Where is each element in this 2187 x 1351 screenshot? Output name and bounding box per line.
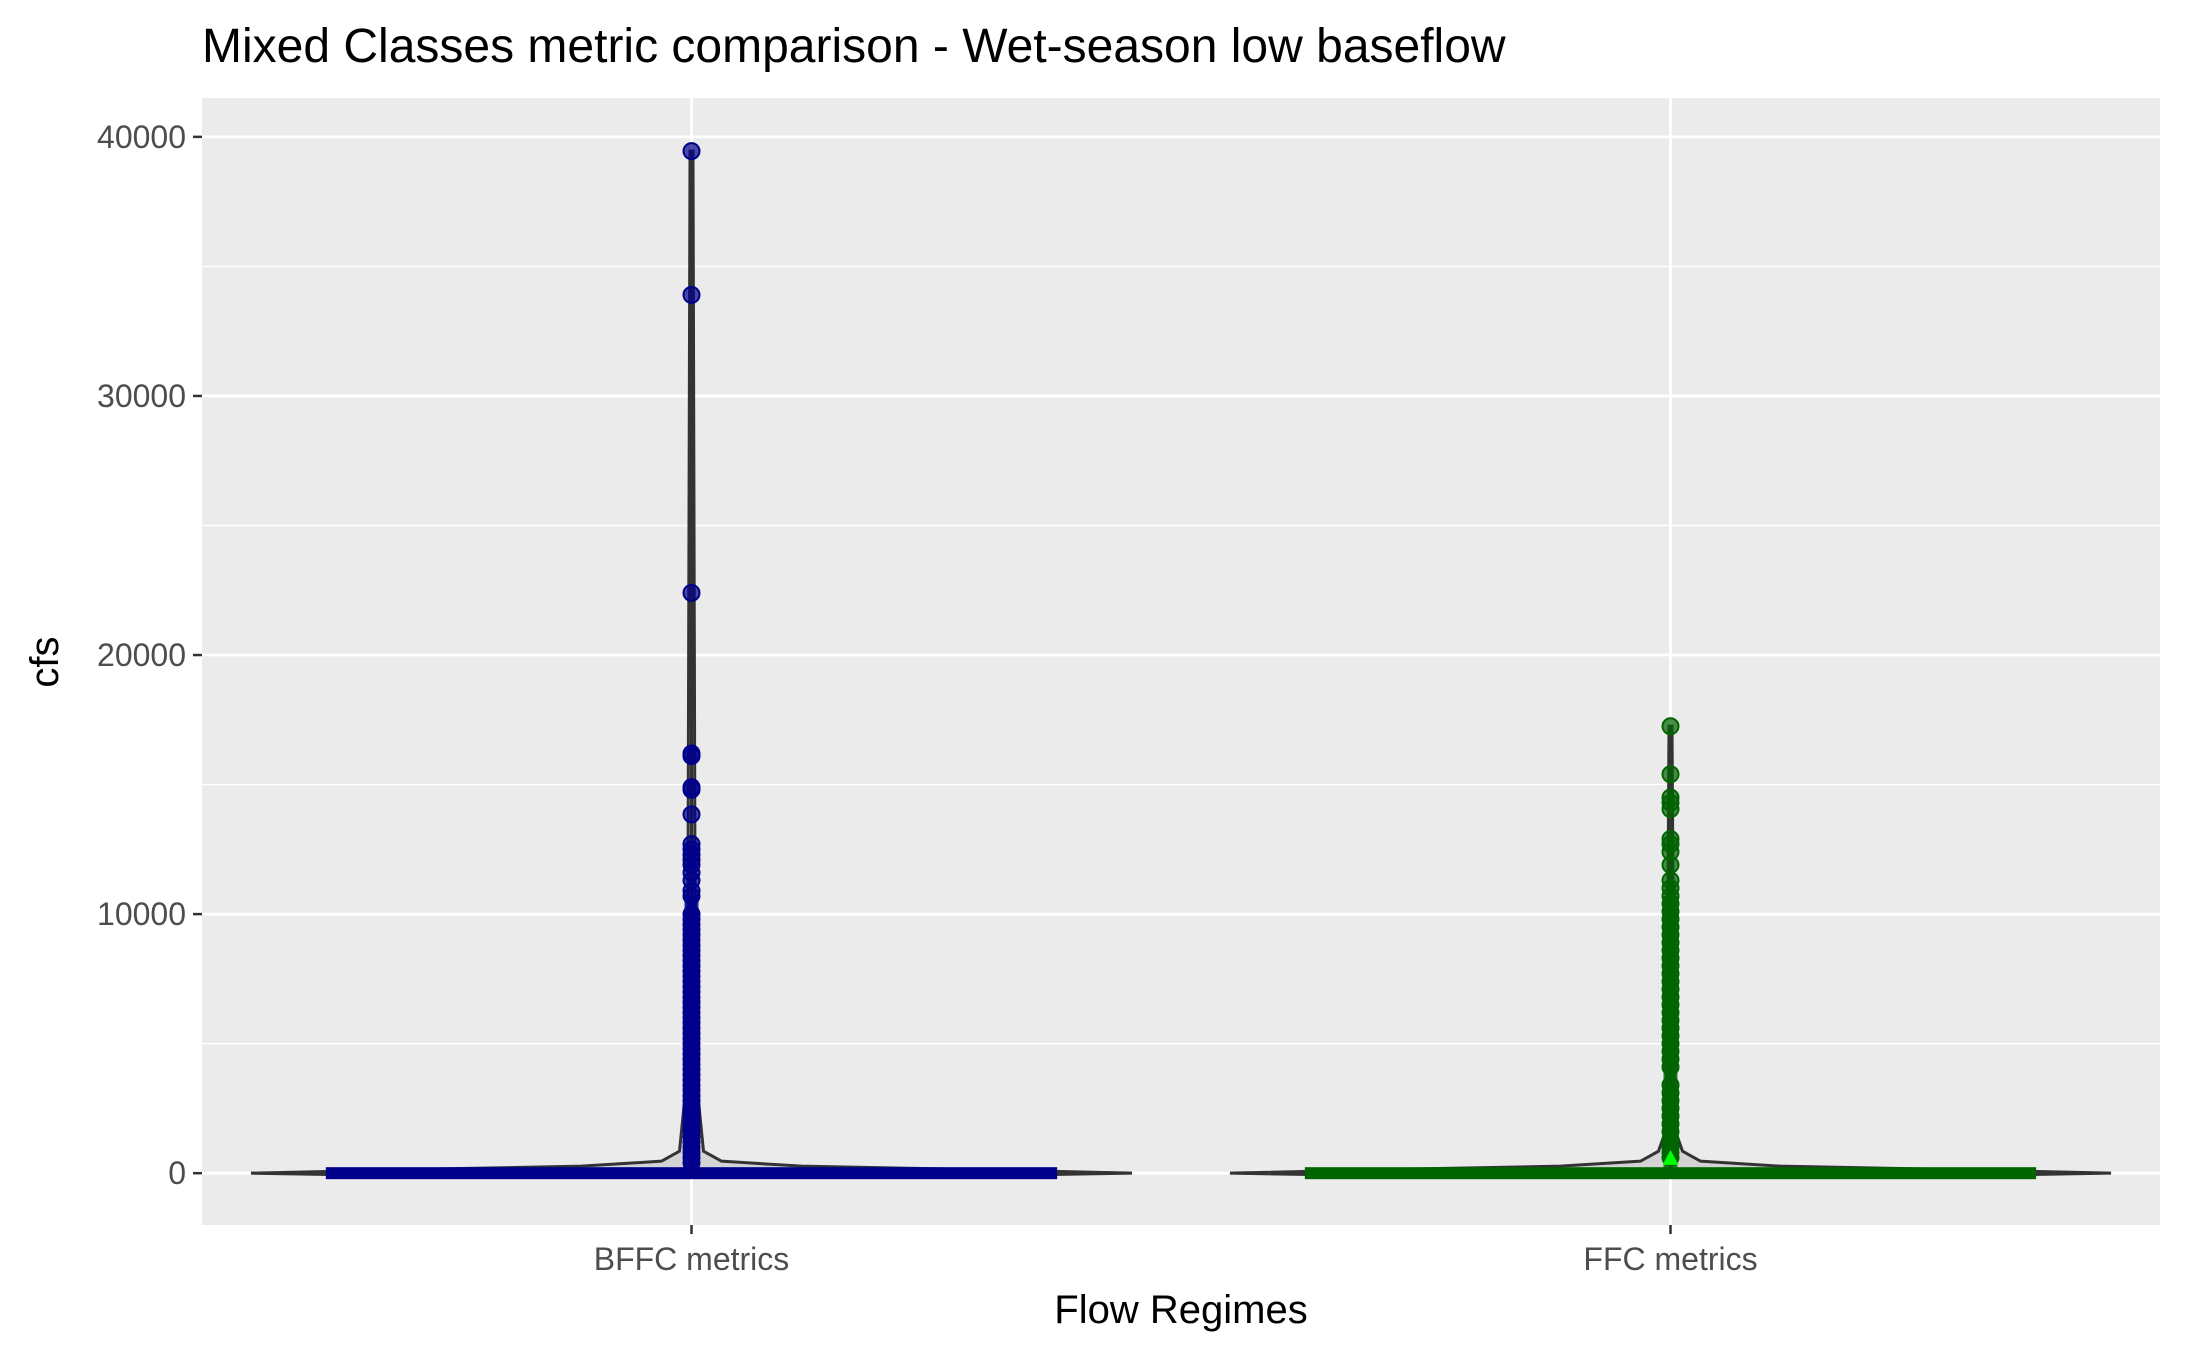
outlier-point <box>682 583 701 602</box>
y-tick-label: 10000 <box>97 896 186 932</box>
outlier-point <box>682 1153 701 1172</box>
points-layer <box>682 142 1680 1172</box>
outlier-point <box>682 886 701 905</box>
outlier-point <box>682 747 701 766</box>
outlier-point <box>1661 765 1680 784</box>
y-tick-label: 30000 <box>97 378 186 414</box>
outlier-point <box>1661 1057 1680 1076</box>
y-axis-title: cfs <box>23 636 67 687</box>
panel-background <box>202 98 2160 1225</box>
y-tick-label: 0 <box>168 1155 186 1191</box>
chart-title: Mixed Classes metric comparison - Wet-se… <box>202 20 1506 73</box>
y-tick-label: 20000 <box>97 637 186 673</box>
mean-marker <box>1662 1149 1679 1165</box>
x-axis-title: Flow Regimes <box>1054 1288 1307 1332</box>
outlier-point <box>682 805 701 824</box>
outlier-point <box>1661 717 1680 736</box>
outlier-point <box>682 142 701 161</box>
outlier-point <box>1661 855 1680 874</box>
axes-layer: 0 10000 20000 30000 40000 BFFC metrics FFC met… <box>97 119 1758 1277</box>
outlier-point <box>682 285 701 304</box>
outlier-point <box>682 780 701 799</box>
x-tick-label: FFC metrics <box>1583 1241 1757 1277</box>
x-tick-label: BFFC metrics <box>594 1241 790 1277</box>
y-tick-label: 40000 <box>97 119 186 155</box>
outlier-point <box>1661 800 1680 819</box>
